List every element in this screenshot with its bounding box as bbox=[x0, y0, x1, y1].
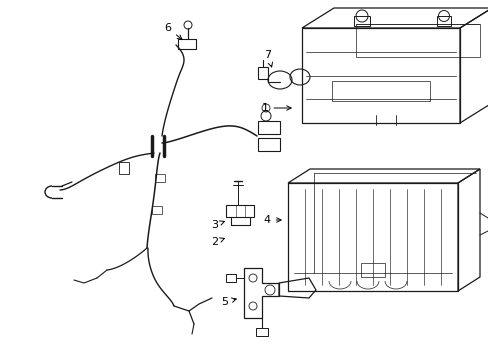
Text: 7: 7 bbox=[264, 50, 272, 67]
Bar bbox=[225, 205, 253, 217]
Bar bbox=[152, 206, 162, 214]
Bar bbox=[178, 39, 196, 49]
Bar bbox=[155, 174, 164, 182]
Bar bbox=[331, 81, 429, 101]
Bar bbox=[353, 16, 369, 26]
Text: 5: 5 bbox=[221, 297, 236, 307]
Text: 4: 4 bbox=[263, 215, 281, 225]
Bar bbox=[258, 67, 267, 79]
Bar bbox=[225, 274, 236, 282]
Bar bbox=[355, 24, 479, 57]
Bar bbox=[258, 138, 280, 151]
Bar bbox=[119, 162, 129, 174]
Text: 6: 6 bbox=[164, 23, 182, 40]
Bar bbox=[436, 16, 450, 26]
Text: 2: 2 bbox=[211, 237, 224, 247]
Bar bbox=[360, 263, 384, 277]
Bar bbox=[258, 121, 280, 134]
Text: 3: 3 bbox=[211, 220, 224, 230]
Bar bbox=[256, 328, 267, 336]
Text: 1: 1 bbox=[261, 103, 290, 113]
